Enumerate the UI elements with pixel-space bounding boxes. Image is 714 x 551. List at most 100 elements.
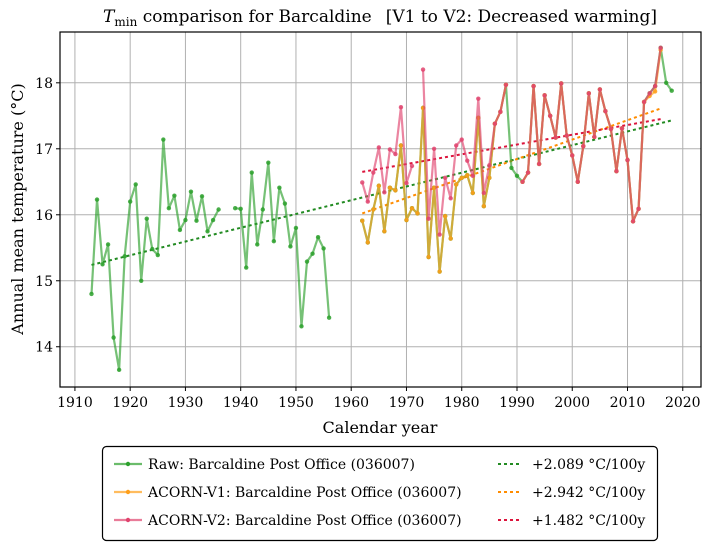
data-point bbox=[619, 126, 625, 131]
x-tick-label: 1990 bbox=[499, 395, 535, 411]
title-var: T bbox=[103, 7, 116, 27]
data-point bbox=[100, 262, 105, 267]
data-point bbox=[442, 213, 448, 219]
data-point bbox=[669, 88, 674, 93]
data-point bbox=[476, 96, 481, 101]
data-point bbox=[663, 80, 669, 86]
data-point bbox=[553, 135, 558, 140]
y-tick-label: 16 bbox=[35, 208, 53, 224]
data-point bbox=[625, 157, 630, 163]
data-point bbox=[205, 229, 210, 234]
data-point bbox=[509, 165, 514, 171]
data-point bbox=[652, 89, 658, 94]
data-point bbox=[304, 259, 310, 264]
data-point bbox=[630, 219, 636, 224]
data-point bbox=[271, 238, 277, 244]
data-point bbox=[116, 367, 122, 373]
data-point bbox=[139, 278, 144, 283]
series-line bbox=[361, 84, 508, 273]
data-point bbox=[503, 82, 509, 87]
axis-ticks: 1910 1920 1930 1940 1950 1960 1970 1980 1990 2000… bbox=[35, 76, 700, 411]
data-point bbox=[183, 217, 188, 223]
data-point bbox=[310, 251, 315, 256]
x-tick-label: 1910 bbox=[57, 395, 93, 411]
data-point bbox=[282, 201, 288, 206]
data-point bbox=[487, 175, 492, 181]
legend-trend-label: +2.942 °C/100y bbox=[532, 485, 645, 501]
data-point bbox=[415, 211, 420, 216]
data-point bbox=[255, 242, 260, 247]
data-point bbox=[321, 246, 326, 251]
data-point bbox=[288, 244, 293, 249]
data-point bbox=[558, 81, 564, 86]
data-point bbox=[547, 113, 553, 119]
data-point bbox=[520, 179, 525, 184]
data-point bbox=[658, 45, 663, 51]
data-point bbox=[409, 163, 415, 169]
data-point bbox=[492, 121, 498, 126]
data-point bbox=[387, 185, 393, 190]
data-point bbox=[244, 265, 249, 270]
data-point bbox=[315, 235, 321, 240]
data-point bbox=[371, 207, 376, 212]
x-tick-label: 2020 bbox=[665, 395, 701, 411]
y-axis-label: Annual mean temperature (°C) bbox=[8, 83, 27, 335]
y-tick-label: 18 bbox=[35, 76, 53, 92]
x-tick-label: 1930 bbox=[168, 395, 204, 411]
data-point bbox=[470, 173, 475, 179]
series-2 bbox=[360, 45, 663, 237]
data-point bbox=[586, 91, 592, 96]
data-point bbox=[536, 161, 542, 167]
data-point bbox=[641, 99, 647, 105]
data-point bbox=[459, 137, 464, 142]
data-point bbox=[277, 185, 282, 190]
legend: Raw: Barcaldine Post Office (036007) ACOR… bbox=[101, 445, 659, 542]
data-point bbox=[382, 229, 387, 234]
data-point bbox=[575, 179, 580, 184]
data-point bbox=[360, 180, 365, 185]
data-point bbox=[542, 93, 547, 98]
data-point bbox=[387, 147, 393, 152]
x-tick-label: 1970 bbox=[389, 395, 425, 411]
data-point bbox=[376, 183, 382, 188]
data-point bbox=[454, 143, 459, 148]
data-point bbox=[105, 242, 111, 247]
trend-line-0 bbox=[91, 119, 672, 266]
y-tick-label: 14 bbox=[35, 340, 53, 356]
data-point bbox=[371, 170, 376, 175]
data-point bbox=[636, 206, 641, 212]
grid bbox=[60, 32, 701, 387]
series-line bbox=[361, 106, 414, 203]
y-tick-label: 17 bbox=[35, 142, 53, 158]
data-point bbox=[404, 180, 409, 186]
data-point bbox=[442, 175, 448, 181]
legend-series-label: ACORN-V1: Barcaldine Post Office (036007… bbox=[147, 485, 462, 501]
data-point bbox=[266, 160, 271, 165]
title-text: comparison for Barcaldine bbox=[137, 7, 371, 27]
series-line bbox=[235, 161, 331, 328]
data-point bbox=[459, 175, 464, 181]
data-point bbox=[194, 218, 199, 223]
data-point bbox=[166, 205, 172, 211]
x-tick-label: 2000 bbox=[554, 395, 590, 411]
data-point bbox=[420, 67, 426, 72]
data-point bbox=[448, 236, 453, 241]
series-line bbox=[521, 47, 662, 223]
data-point bbox=[652, 83, 658, 89]
data-point bbox=[431, 185, 437, 190]
title-var-subscript: min bbox=[114, 15, 137, 29]
series-line bbox=[90, 138, 220, 371]
data-point bbox=[614, 169, 619, 174]
legend-series-label: Raw: Barcaldine Post Office (036007) bbox=[148, 457, 415, 473]
data-point bbox=[150, 246, 155, 252]
data-point bbox=[210, 217, 216, 223]
data-point bbox=[199, 194, 205, 199]
data-point bbox=[376, 145, 382, 150]
data-point bbox=[365, 240, 370, 245]
x-tick-label: 1980 bbox=[444, 395, 480, 411]
data-point bbox=[398, 105, 404, 110]
data-point bbox=[437, 269, 442, 274]
data-point bbox=[155, 252, 161, 258]
legend-trend-label: +1.482 °C/100y bbox=[532, 513, 645, 529]
data-point bbox=[465, 158, 470, 163]
